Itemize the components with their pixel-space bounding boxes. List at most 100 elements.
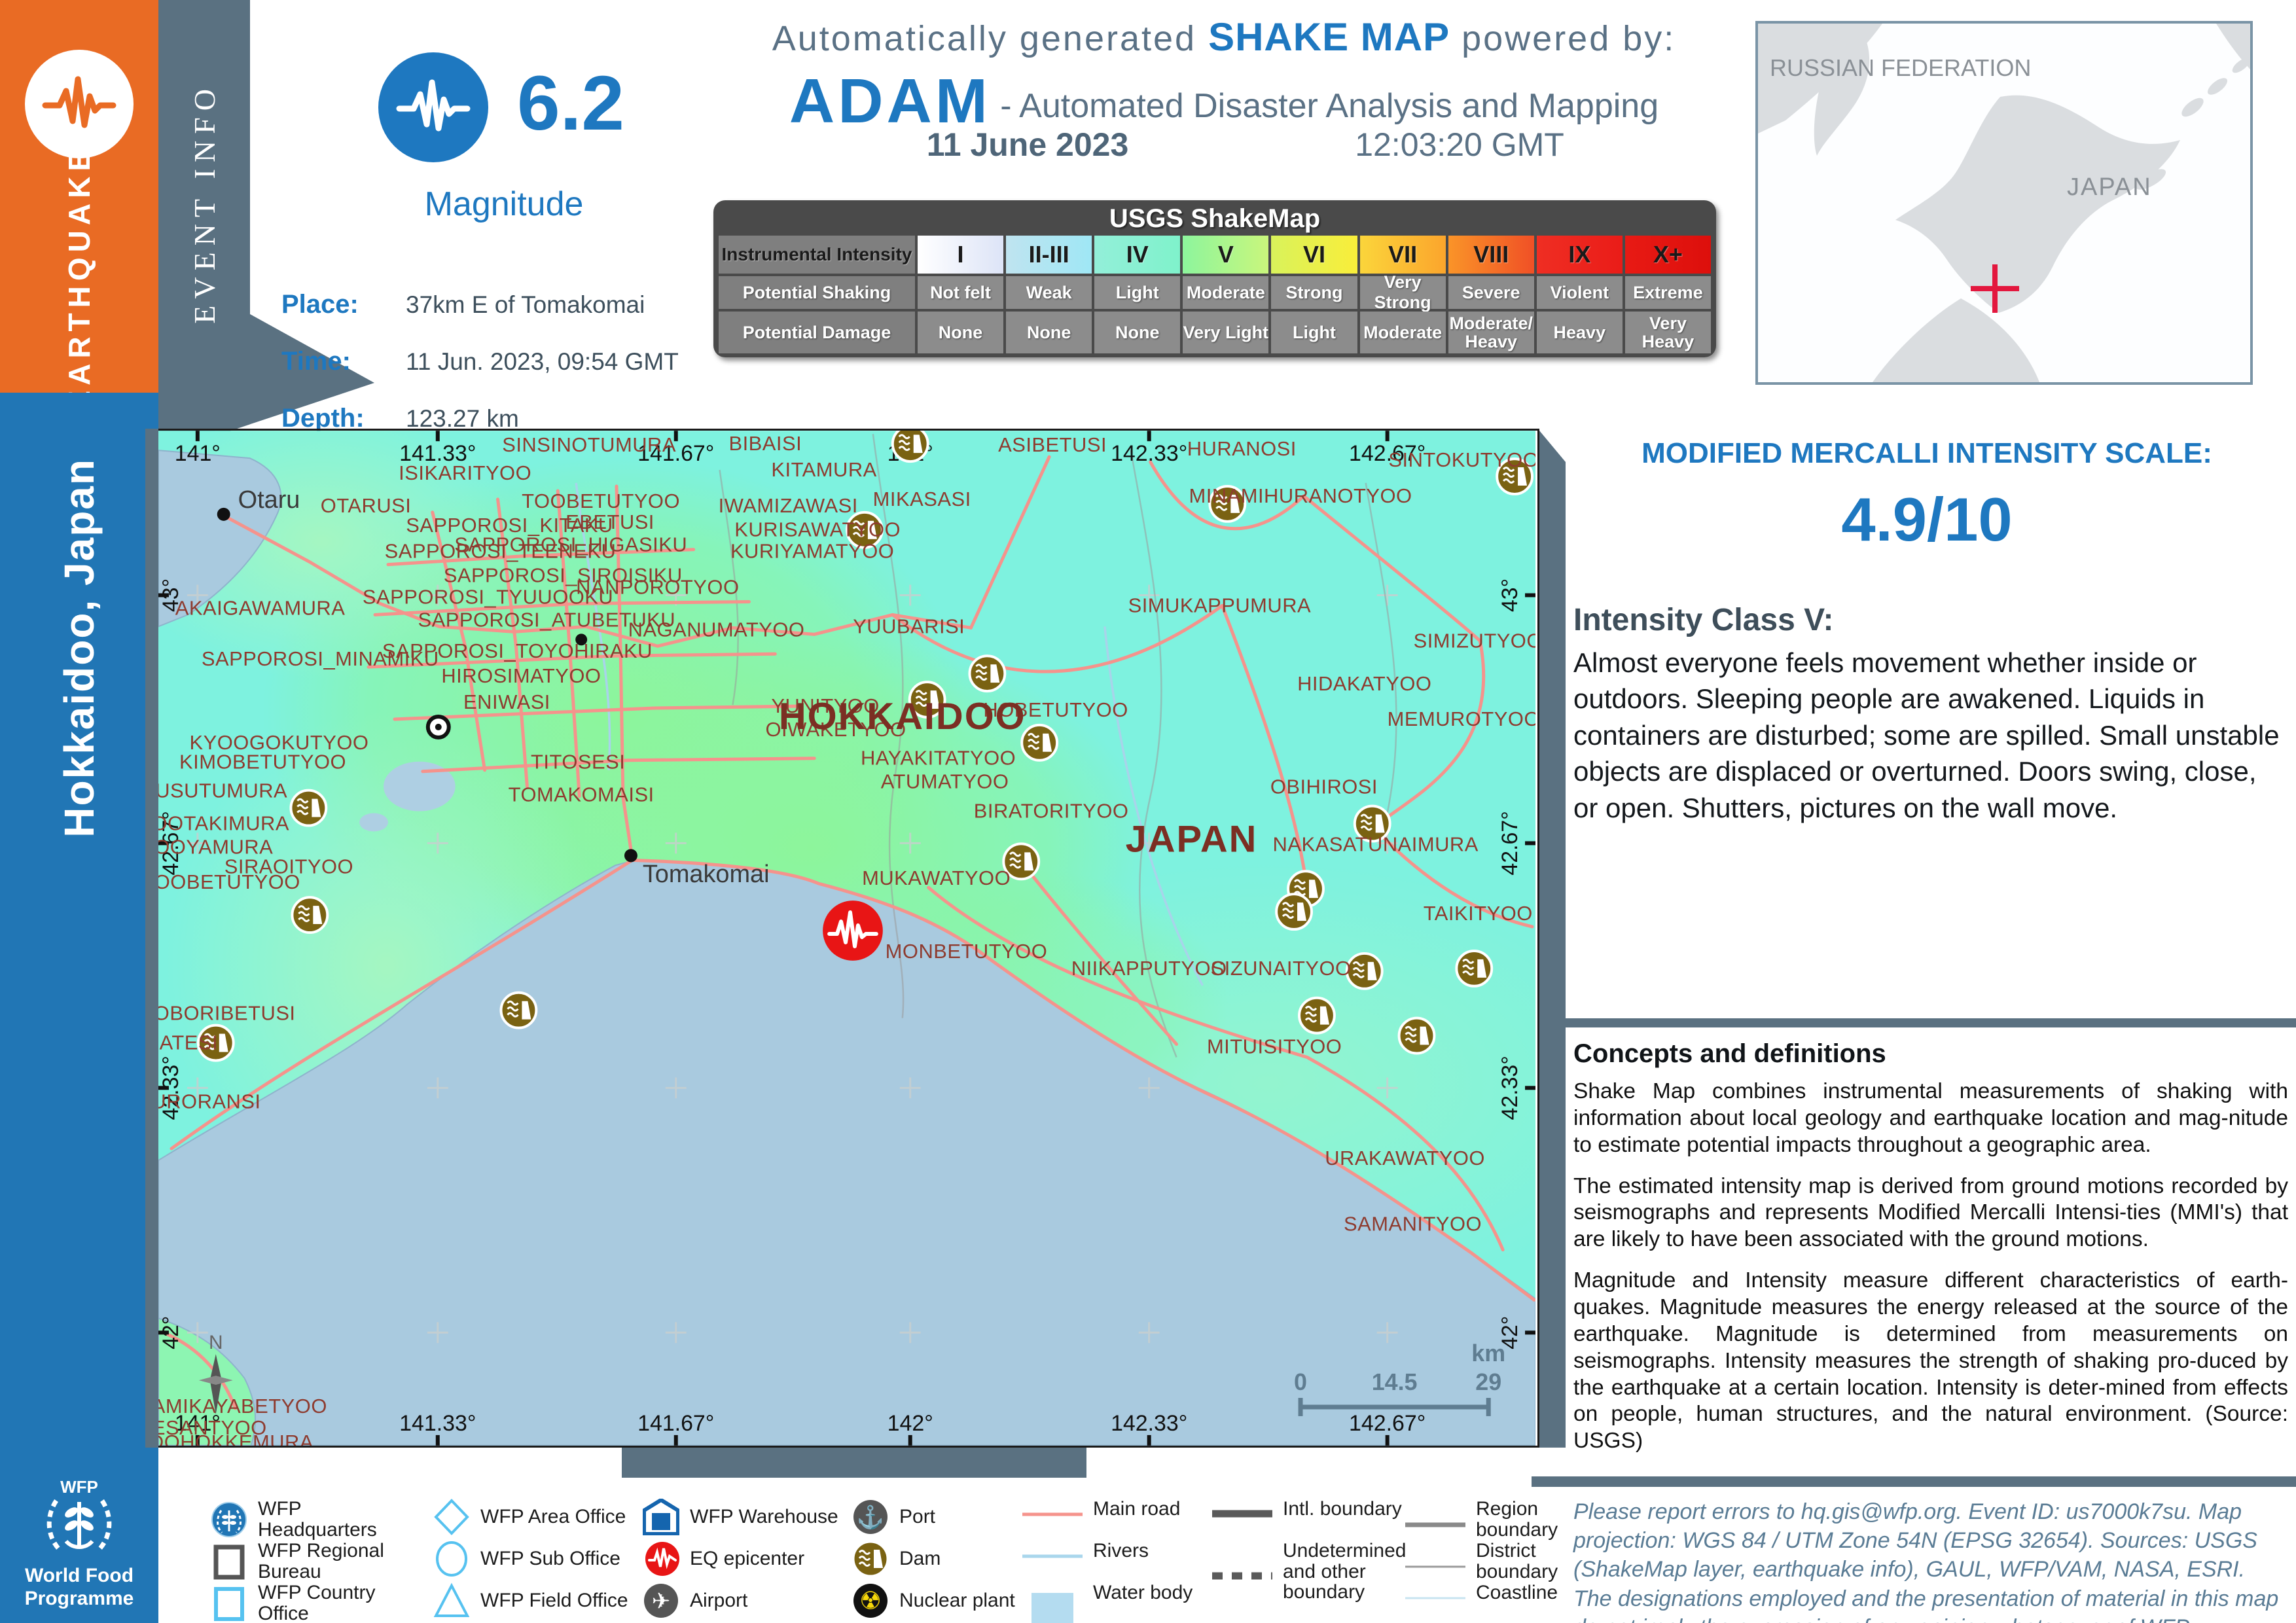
place-label: NIIKAPPUTYOO bbox=[1071, 957, 1227, 980]
place-label: DATESI bbox=[158, 1031, 218, 1054]
svg-text:☢: ☢ bbox=[859, 1588, 882, 1615]
place-label: EBETUSI bbox=[565, 510, 655, 533]
place-label: YUUBARISI bbox=[853, 615, 965, 637]
event-info-row: Place: 37km E of Tomakomai bbox=[281, 290, 713, 319]
event-date: 11 June 2023 bbox=[926, 126, 1129, 163]
magnitude-value: 6.2 bbox=[517, 60, 625, 147]
lon-label: 142.67° bbox=[1349, 1411, 1426, 1436]
dam-icon bbox=[499, 991, 538, 1029]
legend-item-label: Airport bbox=[690, 1590, 748, 1612]
usgs-shaking-cell: Severe bbox=[1448, 276, 1534, 309]
wfp-area-office-icon bbox=[433, 1499, 470, 1535]
dam-icon bbox=[852, 1541, 889, 1577]
dam-icon bbox=[1275, 893, 1313, 931]
dam-icon bbox=[1002, 842, 1041, 881]
legend-item-label: Water body bbox=[1093, 1582, 1193, 1603]
city-ring bbox=[425, 714, 451, 740]
place-label: MINAMIKAYABETYOO bbox=[158, 1395, 327, 1418]
legend-item-label: Rivers bbox=[1093, 1540, 1149, 1561]
wfp-logo-icon: WFP bbox=[46, 1477, 112, 1551]
place-label: MONBETUTYOO bbox=[886, 940, 1048, 963]
place-label: SOOBETUTYOO bbox=[158, 870, 300, 893]
place-label: MURORANSI bbox=[158, 1090, 261, 1113]
scale-bar-label: 29 bbox=[1475, 1369, 1501, 1395]
concepts-paragraph: The estimated intensity map is derived f… bbox=[1573, 1173, 2288, 1252]
legend-item: Intl. boundary bbox=[1212, 1499, 1402, 1520]
place-label: NANPOROTYOO bbox=[576, 576, 739, 599]
wfp-sub-office-icon bbox=[433, 1541, 470, 1577]
lon-label: 141.33° bbox=[399, 1411, 476, 1436]
wfp-regional-bureau-icon bbox=[211, 1543, 247, 1580]
place-label: MIKASASI bbox=[873, 488, 971, 510]
usgs-intensity-cell: VI bbox=[1271, 236, 1357, 274]
concepts-paragraph: Magnitude and Intensity measure differen… bbox=[1573, 1268, 2288, 1454]
locator-inset-map: RUSSIAN FEDERATION JAPAN bbox=[1755, 21, 2253, 385]
dam-icon bbox=[196, 1024, 235, 1062]
lon-label: 141.33° bbox=[399, 441, 476, 466]
svg-text:WFP: WFP bbox=[60, 1477, 98, 1497]
usgs-row-label: Instrumental Intensity bbox=[719, 236, 915, 274]
place-label: YUNITYOO bbox=[771, 694, 879, 717]
usgs-damage-cell: Heavy bbox=[1536, 312, 1623, 353]
legend-item-label: Coastline bbox=[1476, 1582, 1558, 1603]
event-row-value: 37km E of Tomakomai bbox=[406, 291, 645, 318]
concepts-paragraphs: Shake Map combines instrumental measurem… bbox=[1573, 1079, 2288, 1469]
place-label: TOOBETUTYOO bbox=[522, 490, 680, 512]
dam-icon bbox=[1496, 457, 1534, 495]
city-dot bbox=[575, 633, 588, 646]
place-label: SIMIZUTYOO bbox=[1414, 629, 1535, 652]
usgs-shakemap-table: USGS ShakeMap Instrumental Intensity I II-… bbox=[713, 200, 1716, 357]
place-label: RUSUTUMURA bbox=[158, 779, 287, 802]
concepts-title: Concepts and definitions bbox=[1573, 1039, 1886, 1068]
place-label: OIWAKETYOO bbox=[766, 718, 906, 741]
dam-icon bbox=[1353, 804, 1391, 843]
dam-icon bbox=[289, 789, 328, 827]
place-label: HURANOSI bbox=[1187, 437, 1297, 460]
lon-label: 141° bbox=[175, 441, 221, 466]
earthquake-logo bbox=[25, 50, 134, 158]
event-row-label: Place: bbox=[281, 290, 359, 319]
place-label: SAPPOROSI_TEENEKU bbox=[385, 540, 617, 563]
event-info-row: Depth: 123.27 km bbox=[281, 404, 713, 433]
usgs-damage-cell: None bbox=[918, 312, 1004, 353]
seismogram-icon bbox=[42, 76, 117, 128]
event-row-value: 11 Jun. 2023, 09:54 GMT bbox=[406, 348, 679, 375]
legend-item-label: WFP Headquarters bbox=[258, 1498, 377, 1541]
usgs-damage-cell: Very Heavy bbox=[1624, 312, 1711, 353]
legend-item: WFP Field Office bbox=[433, 1582, 628, 1619]
legend-item: Region boundary bbox=[1405, 1499, 1558, 1540]
usgs-shaking-cell: Violent bbox=[1536, 276, 1623, 309]
usgs-intensity-cell: X+ bbox=[1624, 236, 1711, 274]
page-title-line1: Automatically generated SHAKE MAP powere… bbox=[772, 15, 1676, 59]
usgs-shaking-cell: Very Strong bbox=[1359, 272, 1446, 312]
usgs-intensity-cell: II-III bbox=[1006, 236, 1092, 274]
svg-text:⚓: ⚓ bbox=[857, 1505, 884, 1530]
dam-icon bbox=[908, 681, 946, 719]
dam-icon bbox=[846, 510, 884, 549]
lat-label: 42.33° bbox=[158, 1056, 183, 1120]
usgs-damage-cell: Light bbox=[1271, 312, 1357, 353]
dam-icon bbox=[968, 654, 1007, 693]
usgs-intensity-cell: IV bbox=[1094, 236, 1181, 274]
wfp-logo-block: WFP World Food Programme bbox=[24, 1477, 134, 1609]
legend-item: Dam bbox=[852, 1541, 941, 1577]
usgs-intensity-cell: IX bbox=[1536, 236, 1623, 274]
lat-label: 42.67° bbox=[158, 811, 183, 875]
right-panel-divider bbox=[1532, 1476, 2296, 1487]
lat-label: 42° bbox=[1498, 1316, 1522, 1349]
place-label: URAKAWATYOO bbox=[1325, 1147, 1485, 1169]
lat-label: 42.67° bbox=[1498, 811, 1522, 875]
place-label: KITAMURA bbox=[771, 458, 876, 481]
north-arrow-icon: N bbox=[198, 1332, 233, 1414]
inset-label-japan: JAPAN bbox=[2067, 173, 2152, 201]
place-label: KURIYAMATYOO bbox=[730, 540, 894, 563]
place-label: SAPPOROSI_SIROISIKU bbox=[444, 564, 683, 587]
usgs-damage-cell: None bbox=[1094, 312, 1181, 353]
legend-item-label: WFP Warehouse bbox=[690, 1506, 838, 1528]
dam-icon bbox=[1020, 723, 1059, 762]
place-label: KYOOGOKUTYOO bbox=[190, 731, 369, 754]
place-label: TITOSESI bbox=[531, 751, 625, 774]
city-dot bbox=[217, 507, 230, 521]
usgs-shaking-cell: Weak bbox=[1006, 276, 1092, 309]
dam-icon bbox=[1345, 952, 1384, 990]
